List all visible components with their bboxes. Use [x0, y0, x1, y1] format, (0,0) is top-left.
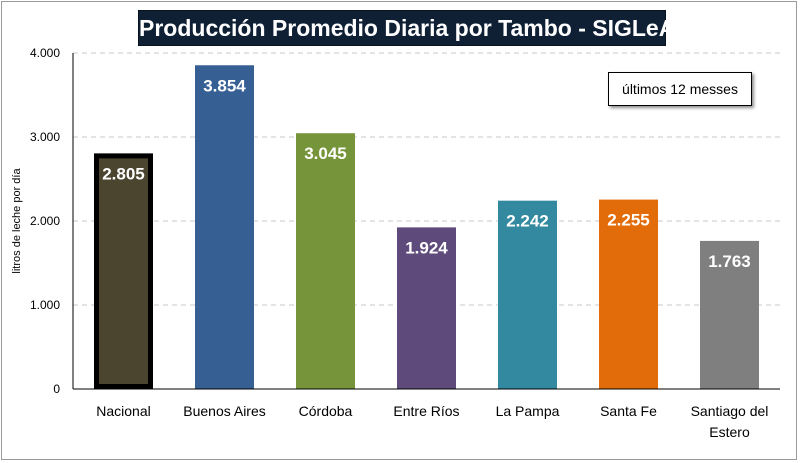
axes — [72, 53, 780, 390]
x-tick-label: Santa Fe — [600, 403, 657, 419]
y-tick-label: 0 — [53, 382, 60, 396]
data-label: 1.763 — [708, 252, 751, 271]
bars — [94, 65, 759, 389]
data-label: 2.255 — [607, 211, 650, 230]
data-label: 2.242 — [506, 212, 549, 231]
y-tick-label: 1.000 — [30, 298, 60, 312]
x-tick-label: Córdoba — [299, 403, 353, 419]
x-tick-label: Estero — [709, 424, 750, 440]
y-tick-label: 4.000 — [30, 46, 60, 60]
period-note: últimos 12 messes — [608, 72, 752, 106]
y-axis-label: litros de leche por día — [11, 168, 23, 274]
data-label: 3.045 — [304, 144, 347, 163]
y-tick-label: 3.000 — [30, 130, 60, 144]
x-tick-label: La Pampa — [496, 403, 560, 419]
x-tick-label: Santiago del — [691, 403, 769, 419]
y-tick-label: 2.000 — [30, 214, 60, 228]
data-label: 1.924 — [405, 238, 448, 257]
data-labels: 2.805 3.854 3.045 1.924 2.242 2.255 1.763 — [102, 76, 751, 271]
x-tick-label: Buenos Aires — [183, 403, 266, 419]
bar — [296, 133, 355, 389]
x-tick-label: Nacional — [96, 403, 150, 419]
x-tick-label: Entre Ríos — [393, 403, 459, 419]
bar — [700, 240, 759, 389]
data-label: 3.854 — [203, 76, 246, 95]
x-tick-labels: Nacional Buenos Aires Córdoba Entre Ríos La … — [96, 403, 768, 440]
bar — [498, 200, 557, 389]
bar — [599, 199, 658, 389]
data-label: 2.805 — [102, 164, 145, 183]
bar — [397, 227, 456, 389]
y-tick-labels: 0 1.000 2.000 3.000 4.000 — [30, 46, 60, 396]
bar — [94, 153, 153, 389]
chart-title: Producción Promedio Diaria por Tambo - S… — [138, 10, 675, 46]
bar — [195, 65, 254, 389]
